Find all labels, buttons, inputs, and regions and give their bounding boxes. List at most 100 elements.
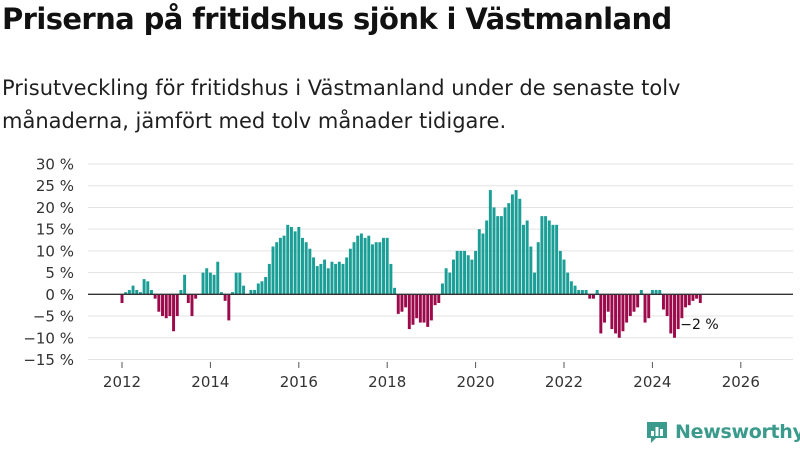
bar [275,242,279,295]
bar [599,294,603,334]
bar [540,216,544,295]
bar [555,224,559,295]
bar [256,283,260,295]
chart-subtitle: Prisutveckling för fritidshus i Västmanl… [2,76,681,133]
y-tick-label: 0 % [45,286,74,304]
bar [510,194,514,295]
bar [617,294,621,338]
bar-series [120,190,702,338]
bar [164,294,168,319]
bar [161,294,164,317]
bar [146,281,150,295]
bar [330,261,334,295]
bar [492,207,496,295]
bar [404,294,408,308]
bar [680,294,684,319]
bar [231,292,234,295]
bar [352,242,356,295]
bar [153,294,157,299]
bar [673,294,676,338]
bar [334,263,338,295]
bar [370,244,374,295]
bar [477,229,481,295]
bar [422,294,426,323]
y-tick-label: 10 % [36,242,74,260]
bar [337,261,341,295]
bar [488,190,492,295]
bar [647,294,651,319]
bar [190,294,194,317]
bar [440,283,444,295]
bar [525,220,529,295]
bar [485,220,489,295]
bar [227,294,231,321]
bar [499,216,503,295]
bar [558,250,562,295]
bar [595,289,599,295]
bar [223,294,227,301]
bar [580,289,584,295]
bar [267,263,271,295]
y-tick-label: 30 % [36,156,74,174]
y-axis-ticks: 30 % 25 % 20 % 15 % 10 % 5 % 0 % −5 % −10 % −15 % [23,156,74,370]
bar [264,276,268,295]
x-tick-label: 2022 [545,373,583,391]
bar [459,250,463,295]
bar [315,266,319,295]
bar [278,237,282,295]
bar [536,242,540,295]
bar [654,289,658,295]
bar [286,224,290,295]
bar [463,250,467,295]
bar [448,272,452,295]
bar [135,289,139,295]
bar [577,289,581,295]
bar [551,224,555,295]
bar [208,272,212,295]
bar [157,294,161,312]
bar [219,292,223,295]
bar [131,285,135,295]
bar [636,294,640,308]
y-tick-label: −15 % [23,351,74,369]
bar [249,289,253,295]
bar [562,259,566,295]
bar [271,246,275,295]
bar [179,289,183,295]
bar [591,294,595,299]
bar [149,289,153,295]
brand-logo: Newsworthy [644,418,800,446]
bar [382,237,385,295]
bar [632,294,636,312]
bar [212,274,216,295]
bar [687,294,691,306]
bar [573,285,577,295]
bar [175,294,179,317]
bar [124,292,128,295]
bar [242,285,246,295]
bar [120,294,124,304]
bar [426,294,430,327]
bar [389,263,393,295]
bar [658,289,662,295]
bar [201,272,205,295]
grid-lines [88,163,793,360]
bar [367,235,371,295]
bar [341,263,345,295]
bar [238,272,242,295]
bar [547,220,551,295]
bar [669,294,673,334]
bar [584,289,588,295]
bar [514,190,518,295]
bar [452,259,455,295]
y-tick-label: 25 % [36,177,74,195]
bar [345,257,349,295]
bar [293,231,297,295]
bar [522,224,525,295]
bar [639,289,643,295]
x-tick-label: 2018 [368,373,406,391]
bar [168,294,172,317]
x-tick-label: 2012 [103,373,141,391]
bar [374,242,378,295]
